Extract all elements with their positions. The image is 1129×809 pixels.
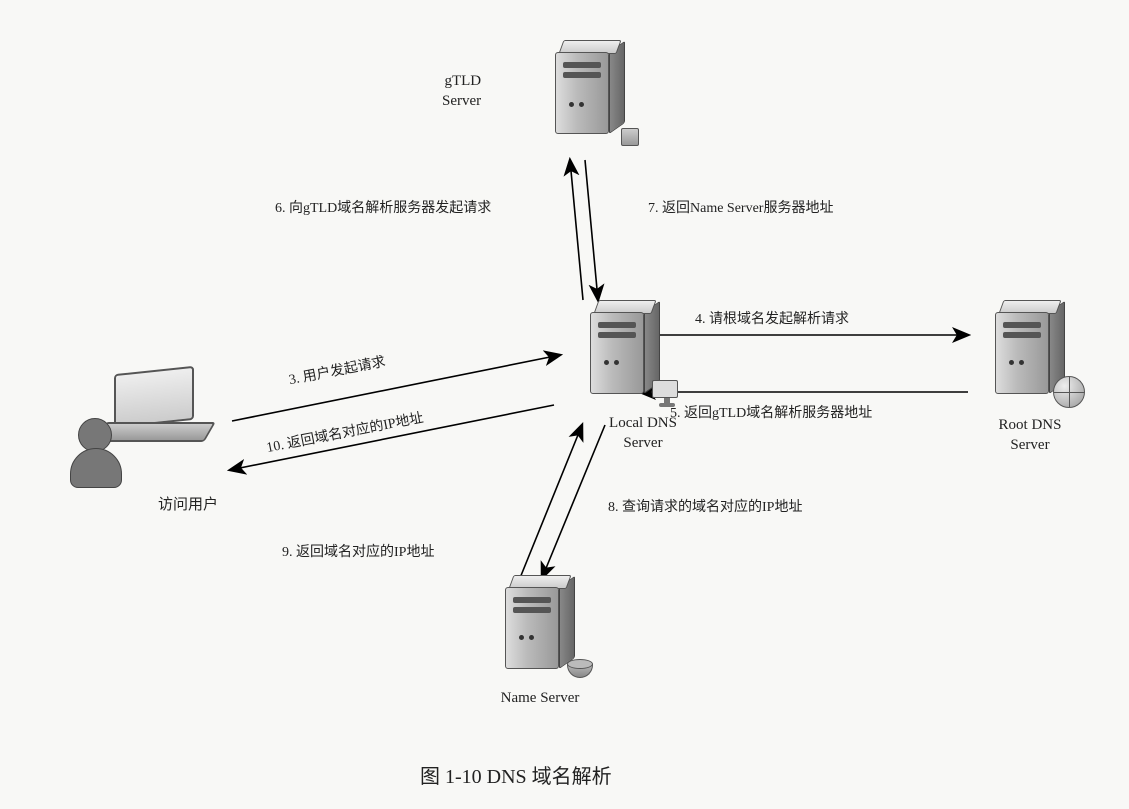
edge-label-3: 3. 用户发起请求 [287, 351, 387, 389]
edge-label-4: 4. 请根域名发起解析请求 [695, 308, 849, 328]
edge-label-5: 5. 返回gTLD域名解析服务器地址 [670, 402, 872, 422]
edge-label-8: 8. 查询请求的域名对应的IP地址 [608, 496, 802, 516]
node-gtld: gTLD Server [520, 40, 660, 140]
server-icon [505, 575, 575, 675]
server-icon [590, 300, 660, 400]
node-local-dns: Local DNS Server [555, 300, 695, 453]
node-name-server: Name Server [470, 575, 610, 709]
figure-caption: 图 1-10 DNS 域名解析 [420, 760, 612, 789]
dns-resolution-diagram: 访问用户 gTLD Server Local DNS Server [0, 0, 1129, 809]
server-icon [555, 40, 625, 140]
edge-label-7: 7. 返回Name Server服务器地址 [648, 197, 833, 217]
server-icon [995, 300, 1065, 400]
node-user-label: 访问用户 [156, 496, 220, 516]
arrow-e6 [570, 160, 583, 300]
user-laptop-icon [70, 370, 210, 490]
arrow-e7 [585, 160, 598, 300]
edge-label-6: 6. 向gTLD域名解析服务器发起请求 [275, 197, 491, 217]
edge-label-10: 10. 返回域名对应的IP地址 [265, 407, 425, 457]
node-root-dns-label: Root DNS Server [960, 416, 1100, 455]
edge-label-9: 9. 返回域名对应的IP地址 [282, 541, 434, 561]
node-gtld-label: gTLD Server [442, 72, 481, 111]
node-user: 访问用户 [60, 370, 220, 516]
node-name-server-label: Name Server [470, 689, 610, 709]
node-root-dns: Root DNS Server [960, 300, 1100, 455]
